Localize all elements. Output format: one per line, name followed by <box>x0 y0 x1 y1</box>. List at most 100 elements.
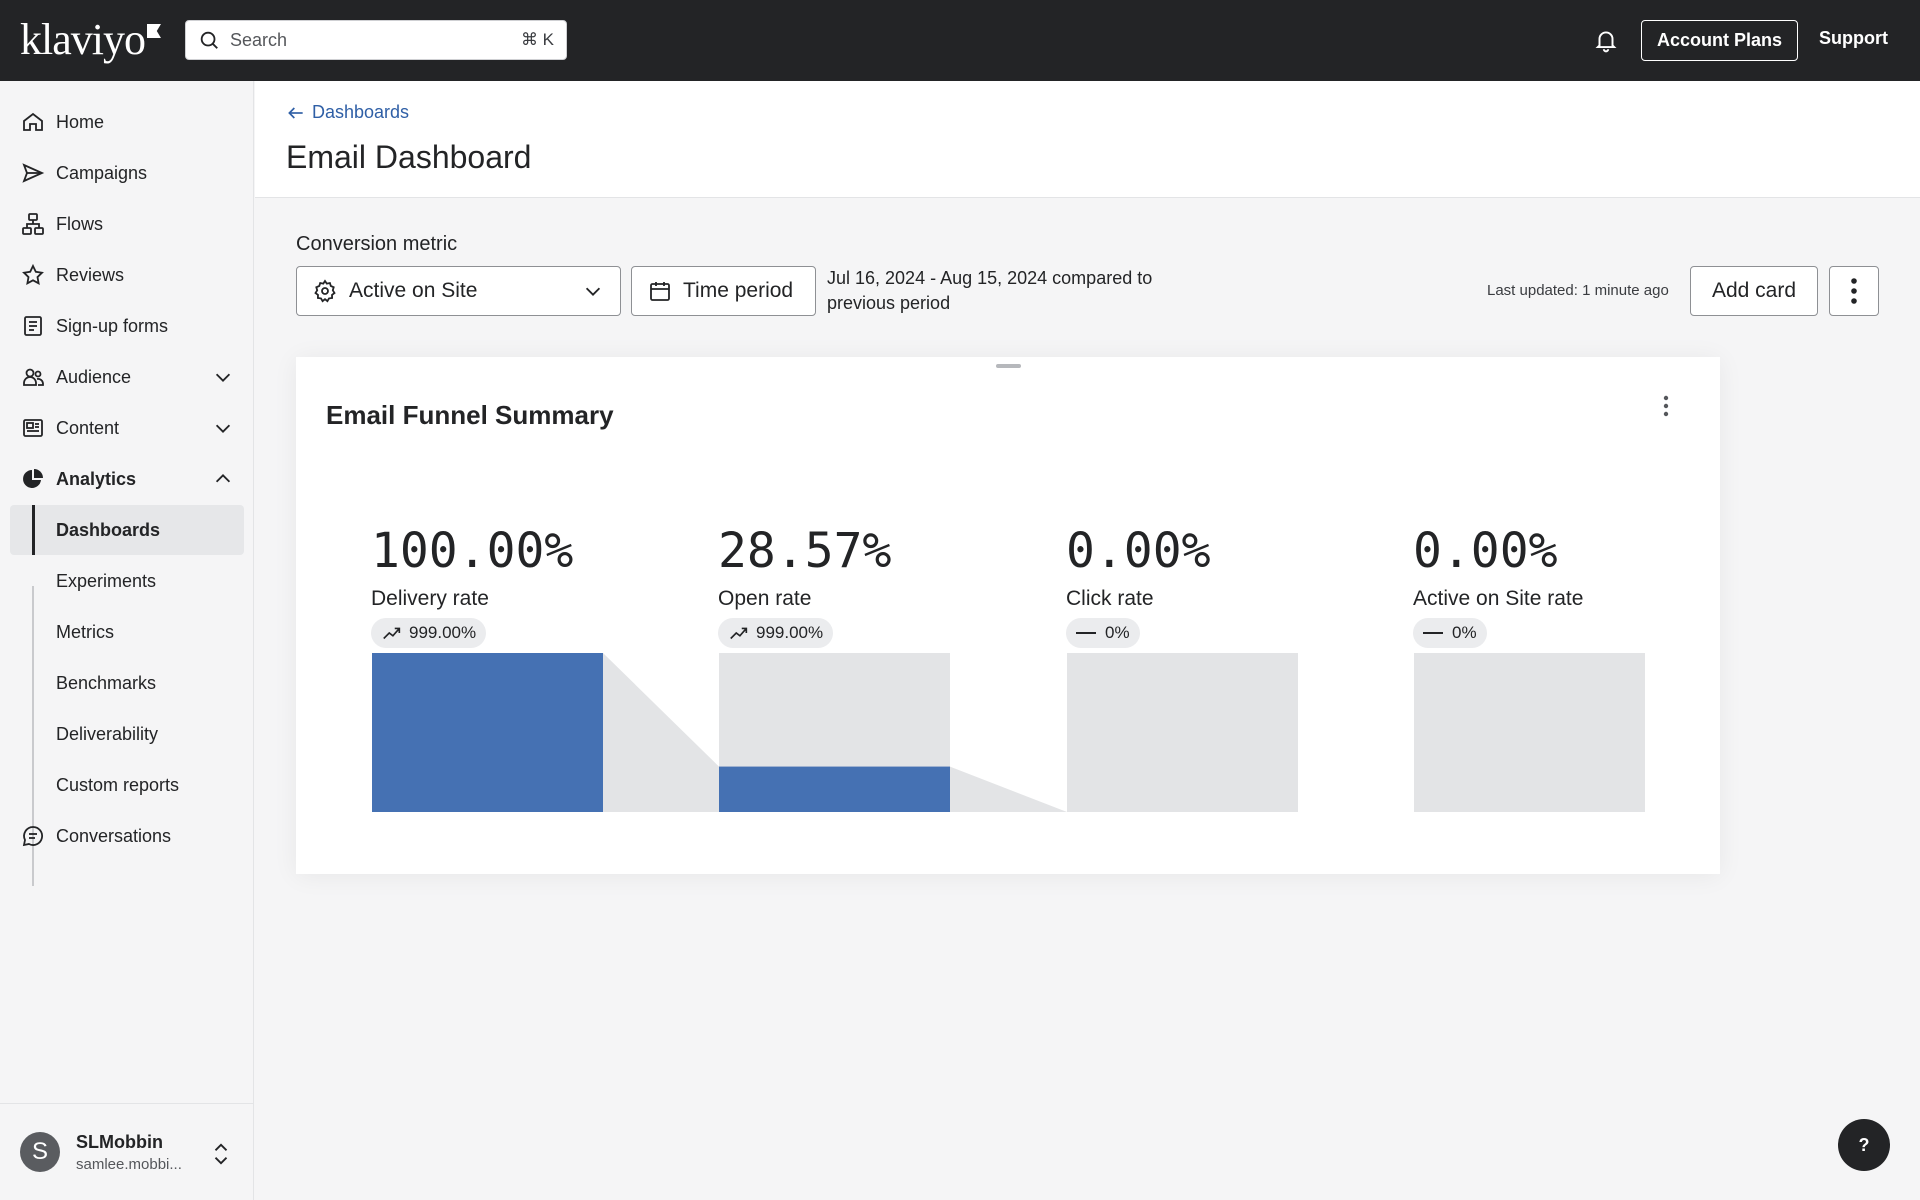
sidebar-item-audience[interactable]: Audience <box>10 352 244 402</box>
flat-dash-icon <box>1423 632 1443 634</box>
change-value: 0% <box>1452 623 1477 642</box>
funnel-connector <box>950 766 1067 812</box>
sidebar-item-label: Content <box>56 417 120 438</box>
sidebar-item-label: Sign-up forms <box>56 315 169 336</box>
metric-value: 0.00% <box>1413 523 1558 579</box>
user-name: SLMobbin <box>76 1132 163 1152</box>
sidebar-item-home[interactable]: Home <box>10 97 244 147</box>
search-shortcut: ⌘ K <box>520 30 554 49</box>
more-options-button[interactable] <box>1829 266 1879 316</box>
add-card-button[interactable]: Add card <box>1690 266 1818 316</box>
date-range-text: Jul 16, 2024 - Aug 15, 2024 compared to … <box>827 268 1153 313</box>
sidebar-item-reviews[interactable]: Reviews <box>10 250 244 300</box>
sidebar-item-label: Analytics <box>56 468 137 489</box>
flat-dash-icon <box>1076 632 1096 634</box>
conversion-metric-value: Active on Site <box>349 279 478 302</box>
chevron-down-icon[interactable] <box>212 417 234 439</box>
breadcrumb[interactable]: Dashboards <box>286 102 409 123</box>
search-icon <box>200 31 218 49</box>
funnel-bar-track <box>1414 653 1645 812</box>
sidebar-item-label: Audience <box>56 366 132 387</box>
arrow-left-icon <box>288 106 303 119</box>
gear-icon <box>314 279 336 303</box>
sidebar-subitem-dashboards[interactable]: Dashboards <box>10 505 244 555</box>
time-period-label: Time period <box>683 279 794 302</box>
chevron-up-down-icon[interactable] <box>210 1140 232 1168</box>
sidebar-item-analytics[interactable]: Analytics <box>10 454 244 504</box>
bell-icon[interactable] <box>1593 27 1619 53</box>
calendar-icon <box>650 282 670 301</box>
sidebar-item-content[interactable]: Content <box>10 403 244 453</box>
sidebar-item-label: Campaigns <box>56 162 148 183</box>
page-header: Dashboards Email Dashboard <box>255 81 1920 198</box>
sidebar-subitem-metrics[interactable]: Metrics <box>56 621 114 642</box>
metric-value: 0.00% <box>1066 523 1211 579</box>
change-value: 999.00% <box>756 623 824 642</box>
sidebar-subitem-benchmarks[interactable]: Benchmarks <box>56 672 157 693</box>
sidebar-subitem-deliverability[interactable]: Deliverability <box>56 723 159 744</box>
change-value: 999.00% <box>409 623 477 642</box>
sidebar-subitem-experiments[interactable]: Experiments <box>56 570 157 591</box>
change-badge: 999.00% <box>371 618 487 648</box>
sidebar-item-conversations[interactable]: Conversations <box>10 811 244 861</box>
card-title: Email Funnel Summary <box>326 400 614 430</box>
chat-icon <box>20 823 46 849</box>
sidebar-item-label: Reviews <box>56 264 125 285</box>
logo-text: klaviyo <box>20 15 146 64</box>
submenu-divider <box>32 586 34 886</box>
flag-icon <box>146 24 161 38</box>
change-badge: 999.00% <box>718 618 834 648</box>
trend-up-icon <box>383 627 401 640</box>
chevron-up-icon[interactable] <box>212 468 234 490</box>
drag-handle[interactable] <box>996 364 1021 368</box>
kebab-icon <box>1851 278 1857 304</box>
search-input[interactable]: Search ⌘ K <box>185 20 567 60</box>
support-link[interactable]: Support <box>1819 28 1888 48</box>
metric-value: 28.57% <box>718 523 892 579</box>
avatar: S <box>20 1132 60 1172</box>
user-account-switcher[interactable]: S SLMobbin samlee.mobbi... <box>0 1103 253 1200</box>
sidebar-item-campaigns[interactable]: Campaigns <box>10 148 244 198</box>
top-bar: klaviyo Search ⌘ K Account Plans Support <box>0 0 1920 81</box>
metric-label: Active on Site rate <box>1413 587 1584 610</box>
conversion-metric-select[interactable]: Active on Site <box>296 266 621 316</box>
card-menu-icon[interactable] <box>1656 394 1676 420</box>
sidebar-item-signup-forms[interactable]: Sign-up forms <box>10 301 244 351</box>
last-updated-text: Last updated: 1 minute ago <box>1487 282 1669 299</box>
form-icon <box>20 313 46 339</box>
page-title: Email Dashboard <box>286 139 532 175</box>
chevron-down-icon[interactable] <box>212 366 234 388</box>
home-icon <box>20 109 46 135</box>
breadcrumb-link[interactable]: Dashboards <box>312 102 410 122</box>
metric-label: Delivery rate <box>371 587 489 610</box>
users-icon <box>20 364 46 390</box>
klaviyo-logo[interactable]: klaviyo <box>20 18 161 62</box>
email-funnel-card: Email Funnel Summary 100.00% Delivery ra… <box>296 357 1720 874</box>
trend-up-icon <box>730 627 748 640</box>
pie-chart-icon <box>20 466 46 492</box>
send-icon <box>20 160 46 186</box>
funnel-bar[interactable] <box>719 766 950 812</box>
change-value: 0% <box>1105 623 1130 642</box>
sidebar-subitem-custom-reports[interactable]: Custom reports <box>56 774 180 795</box>
sidebar-item-label: Conversations <box>56 825 172 846</box>
sidebar-item-label: Flows <box>56 213 104 234</box>
funnel-chart <box>372 653 1645 812</box>
sidebar-item-flows[interactable]: Flows <box>10 199 244 249</box>
metric-value: 100.00% <box>371 523 574 579</box>
help-button[interactable]: ? <box>1838 1119 1890 1171</box>
content-icon <box>20 415 46 441</box>
user-email: samlee.mobbi... <box>76 1156 182 1173</box>
conversion-metric-label: Conversion metric <box>296 233 458 255</box>
change-badge: 0% <box>1066 618 1140 648</box>
account-plans-button[interactable]: Account Plans <box>1641 20 1798 61</box>
time-period-button[interactable]: Time period <box>631 266 816 316</box>
metric-label: Open rate <box>718 587 812 610</box>
search-placeholder: Search <box>230 29 288 50</box>
funnel-connector <box>603 653 719 812</box>
flow-icon <box>20 211 46 237</box>
funnel-bar[interactable] <box>372 653 603 812</box>
sidebar: Home Campaigns Flows Reviews Sign-up for… <box>0 81 254 1200</box>
chevron-down-icon <box>585 287 601 296</box>
change-badge: 0% <box>1413 618 1487 648</box>
